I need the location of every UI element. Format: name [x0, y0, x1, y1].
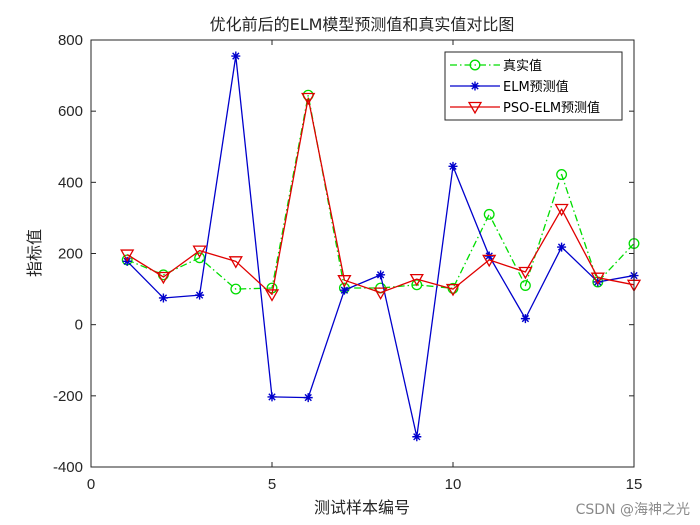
data-point-marker	[445, 283, 461, 297]
data-point-marker	[195, 290, 205, 300]
legend-label: PSO-ELM预测值	[503, 100, 600, 116]
data-point-marker	[554, 203, 569, 217]
data-point-marker	[518, 266, 533, 280]
series-3	[120, 92, 642, 302]
data-point-marker	[156, 271, 171, 285]
data-point-marker	[158, 293, 168, 303]
data-point-marker	[376, 270, 386, 280]
data-point-marker	[411, 279, 423, 291]
legend-marker	[469, 59, 481, 71]
data-point-marker	[519, 280, 531, 291]
axis-ticks: 0 5 10 15 -400 -200 0 200 400 600 800	[53, 32, 642, 493]
y-tick-label: -200	[53, 388, 83, 405]
x-tick-label: 15	[626, 476, 643, 493]
data-point-marker	[412, 432, 422, 442]
data-point-marker	[228, 256, 243, 269]
x-tick-label: 0	[87, 476, 95, 493]
data-point-marker	[373, 287, 388, 300]
data-point-marker	[303, 393, 313, 403]
x-tick-label: 10	[445, 476, 462, 493]
data-point-marker	[267, 392, 277, 402]
legend-entry-3: PSO-ELM预测值	[450, 100, 600, 116]
series-line	[126, 94, 635, 290]
y-tick-label: 200	[58, 246, 83, 263]
data-point-marker	[301, 92, 316, 106]
data-point-marker	[520, 314, 530, 324]
series-line	[126, 97, 635, 296]
data-point-marker	[192, 245, 207, 258]
data-point-marker	[557, 242, 567, 252]
watermark: CSDN @海神之光	[576, 502, 690, 518]
data-point-marker	[448, 161, 458, 171]
chart-title: 优化前后的ELM模型预测值和真实值对比图	[210, 15, 515, 34]
plot-frame	[90, 39, 635, 468]
data-point-marker	[339, 285, 349, 295]
data-point-marker	[483, 208, 495, 220]
y-tick-label: 400	[58, 174, 83, 191]
data-point-marker	[264, 289, 280, 302]
legend-label: 真实值	[503, 58, 542, 74]
data-point-marker	[231, 51, 241, 61]
data-point-marker	[337, 275, 352, 288]
y-tick-label: 0	[75, 317, 83, 334]
legend-marker	[470, 81, 480, 91]
y-tick-label: -400	[53, 459, 83, 476]
data-point-marker	[593, 277, 603, 287]
data-point-marker	[482, 254, 497, 268]
legend-label: ELM预测值	[503, 79, 569, 95]
data-point-marker	[120, 249, 135, 262]
y-axis-label: 指标值	[25, 229, 44, 277]
legend-entry-1: 真实值	[450, 58, 542, 74]
legend-entry-2: ELM预测值	[450, 79, 569, 95]
data-point-marker	[409, 273, 424, 287]
y-tick-label: 600	[58, 103, 83, 120]
legend-marker	[467, 101, 483, 115]
data-point-marker	[230, 283, 242, 295]
x-tick-label: 5	[268, 476, 276, 493]
legend: 真实值 ELM预测值 PSO-ELM预测值	[444, 51, 623, 121]
x-axis-label: 测试样本编号	[314, 498, 410, 517]
data-point-marker	[590, 272, 605, 286]
data-point-marker	[194, 252, 206, 264]
data-point-marker	[556, 169, 568, 180]
y-tick-label: 800	[58, 32, 83, 49]
